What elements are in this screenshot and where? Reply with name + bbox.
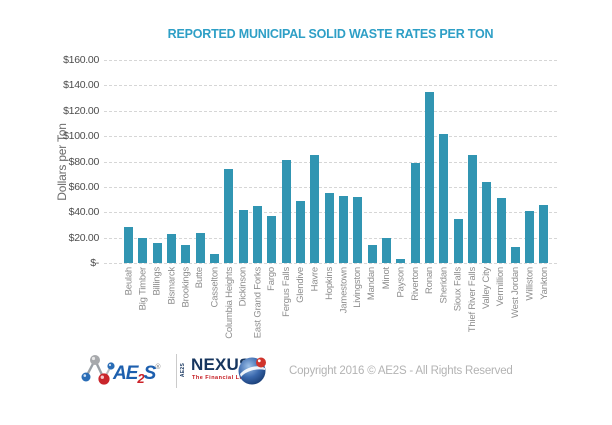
bar-glendive (295, 200, 305, 263)
x-category-label: Valley City (481, 267, 493, 309)
chart-title: REPORTED MUNICIPAL SOLID WASTE RATES PER… (167, 27, 494, 41)
bar-havre (310, 155, 320, 263)
x-category-label: Bismarck (165, 267, 177, 305)
bar-williston (525, 210, 535, 263)
x-category-label: Beulah (123, 267, 134, 296)
nexus-vertical-text: AE2S (180, 362, 187, 378)
x-category-label: Mandan (366, 267, 378, 301)
y-tick-label: $140.00 (63, 79, 99, 92)
nexus-globe-icon (238, 357, 266, 385)
y-tick-label: $60.00 (68, 180, 100, 193)
x-category-label: Sioux Falls (452, 267, 464, 312)
bar-mandan (367, 245, 377, 263)
bar-jamestown (338, 195, 348, 263)
bar-bismarck (166, 233, 176, 263)
x-category-label: Yankton (538, 267, 550, 300)
y-tick-label: $160.00 (63, 54, 99, 66)
x-category-label: West Jordan (509, 267, 521, 318)
y-tick-label: $80.00 (68, 155, 100, 168)
x-category-label: Williston (524, 267, 536, 301)
x-category-label: Fargo (266, 267, 278, 291)
bar-yankton (539, 204, 549, 263)
x-category-label: Jamestown (337, 267, 349, 314)
bar-big-timber (138, 237, 148, 263)
bar-riverton (410, 162, 420, 263)
y-tick-label: $40.00 (68, 206, 100, 219)
y-tick-label: $120.00 (63, 104, 99, 117)
x-category-label: Sheridan (438, 267, 450, 304)
x-category-label: Thief River Falls (466, 267, 478, 333)
x-category-label: Dickinson (237, 267, 249, 307)
registered-mark: ® (155, 364, 160, 371)
y-tick-label: $20.00 (68, 231, 100, 244)
bar-livingston (353, 197, 363, 263)
footer-divider (176, 354, 177, 388)
x-category-label: Payson (395, 267, 407, 298)
gridline (104, 161, 557, 163)
bar-casselton (209, 254, 219, 263)
x-category-label: Havre (309, 267, 321, 292)
y-tick-label: $100.00 (63, 130, 99, 143)
bar-fergus-falls (281, 160, 291, 263)
nexus-tagline: The Financial Link (192, 375, 249, 381)
bar-columbia-heights (224, 169, 234, 263)
bar-minot (381, 237, 391, 263)
copyright-text: Copyright 2016 © AE2S - All Rights Reser… (289, 365, 513, 377)
bar-valley-city (482, 181, 492, 263)
bar-hopkins (324, 193, 334, 263)
ae2s-logo-subscript: 2 (137, 371, 144, 386)
x-category-label: Glendive (294, 267, 306, 303)
x-category-label: Butte (194, 267, 206, 289)
ae2s-logo-text: AE2S® (113, 363, 161, 386)
x-category-label: Ronan (423, 267, 435, 294)
x-category-label: Big Timber (137, 267, 149, 311)
gridline (104, 186, 557, 188)
bar-fargo (267, 216, 277, 263)
x-category-label: East Grand Forks (251, 267, 263, 339)
x-category-label: Fergus Falls (280, 267, 292, 317)
bar-beulah (124, 227, 133, 263)
y-tick-label: $- (90, 257, 99, 269)
gridline (104, 60, 557, 61)
x-category-label: Riverton (409, 267, 421, 301)
x-category-label: Vermillion (495, 267, 507, 307)
x-category-label: Casselton (208, 267, 220, 308)
bar-payson (396, 259, 406, 263)
bar-billings (152, 242, 162, 263)
bar-brookings (181, 245, 191, 263)
gridline (104, 136, 557, 138)
bar-sioux-falls (453, 218, 463, 263)
x-category-label: Livingston (352, 267, 364, 308)
gridline (104, 85, 557, 87)
bar-butte (195, 232, 205, 263)
ae2s-molecule-icon (81, 355, 115, 385)
bar-ronan (424, 91, 434, 263)
nexus-logo: AE2S NEXUS The Financial Link (180, 353, 273, 391)
x-category-label: Hopkins (323, 267, 335, 300)
gridline (104, 110, 557, 112)
x-category-label: Columbia Heights (223, 267, 235, 339)
x-category-label: Billings (151, 267, 163, 296)
bar-vermillion (496, 198, 506, 263)
bar-west-jordan (510, 246, 520, 263)
gridline (104, 263, 557, 264)
bar-thief-river-falls (467, 155, 477, 263)
bar-east-grand-forks (252, 205, 262, 263)
nexus-logo-text: NEXUS (191, 355, 251, 374)
bar-sheridan (439, 133, 449, 263)
x-category-label: Brookings (180, 267, 192, 308)
x-category-label: Minot (380, 267, 392, 290)
bar-dickinson (238, 209, 248, 263)
